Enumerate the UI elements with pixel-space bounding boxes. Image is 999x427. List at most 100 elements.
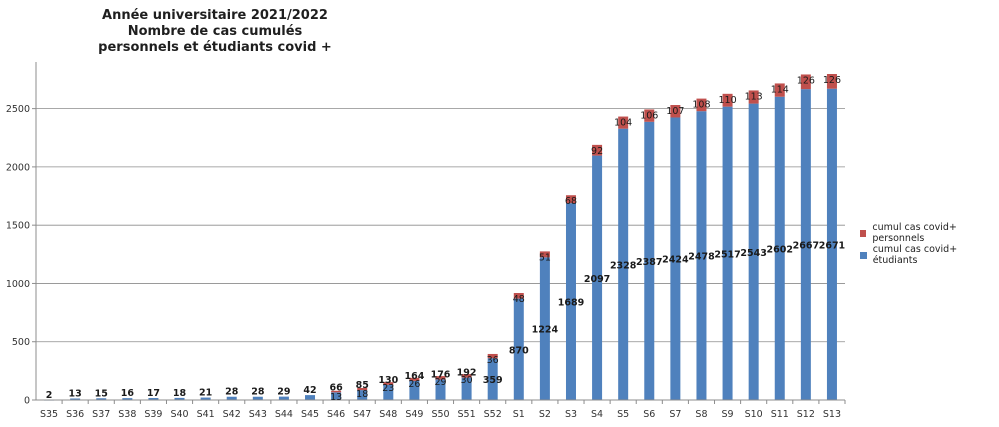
bar-etudiants [278, 396, 289, 400]
x-tick-label: S11 [771, 409, 789, 420]
bar-etudiants [461, 377, 472, 400]
axes: 0 500 1000 1500 2000 2500 S35 S36 S37 S38 S39 S40 S4… [6, 62, 846, 420]
data-label-etudiants: 21 [199, 388, 212, 399]
bar-etudiants [644, 121, 655, 401]
y-tick-label: 2000 [6, 162, 30, 173]
data-label-etudiants: 2602 [767, 244, 793, 255]
x-tick-label: S9 [722, 409, 734, 420]
x-tick-label: S1 [513, 409, 525, 420]
data-label-etudiants: 29 [277, 387, 290, 398]
gridlines [36, 108, 845, 343]
data-label-etudiants: 42 [303, 385, 316, 396]
data-label-personnels: 110 [718, 95, 736, 106]
x-tick-label: S41 [197, 409, 215, 420]
data-label-etudiants: 176 [431, 369, 451, 380]
bar-personnels [409, 377, 420, 381]
data-labels: 2 13 15 16 17 18 21 28 28 29 42 6613851813023164261… [46, 75, 845, 403]
x-tick-label: S51 [458, 409, 476, 420]
bar-etudiants [670, 117, 681, 400]
x-tick-label: S5 [617, 409, 629, 420]
x-tick-label: S4 [591, 409, 603, 420]
data-label-etudiants: 2328 [610, 260, 637, 271]
bar-etudiants [513, 298, 524, 400]
data-label-etudiants: 2 [46, 390, 53, 401]
data-label-personnels: 18 [356, 389, 368, 400]
bar-personnels [435, 376, 446, 380]
x-tick-label: S38 [118, 409, 136, 420]
bar-personnels [748, 90, 759, 104]
bar-etudiants [383, 384, 394, 400]
y-tick-label: 1500 [6, 221, 30, 232]
x-tick-label: S42 [223, 409, 241, 420]
legend-swatch-etudiants [860, 251, 867, 259]
data-label-etudiants: 2387 [636, 257, 662, 268]
bar-etudiants [148, 398, 159, 400]
legend-label-personnels: cumul cas covid+ personnels [872, 222, 957, 244]
bar-personnels [513, 293, 524, 299]
y-tick-label: 500 [12, 337, 30, 348]
data-label-personnels: 29 [434, 377, 446, 388]
bar-etudiants [174, 397, 185, 400]
data-label-etudiants: 2517 [714, 249, 740, 260]
x-tick-label: S12 [797, 409, 815, 420]
data-label-etudiants: 16 [121, 388, 135, 399]
y-tick-label: 0 [24, 396, 30, 407]
bar-personnels [461, 374, 472, 378]
legend-item-etudiants: cumul cas covid+ étudiants [860, 244, 999, 266]
bar-etudiants [200, 397, 211, 400]
bar-etudiants [435, 379, 446, 400]
legend-item-personnels: cumul cas covid+ personnels [860, 222, 999, 244]
data-label-personnels: 68 [565, 196, 577, 207]
data-label-etudiants: 2543 [740, 248, 766, 259]
bar-etudiants [826, 88, 837, 401]
x-tick-label: S49 [405, 409, 423, 420]
bar-etudiants [226, 396, 237, 400]
x-tick-label: S36 [66, 409, 84, 420]
chart-title-line-2: Nombre de cas cumulés [127, 24, 303, 39]
x-tick-label: S40 [170, 409, 188, 420]
data-label-etudiants: 164 [404, 371, 424, 382]
x-tick-label: S35 [40, 409, 58, 420]
bar-etudiants [696, 111, 707, 401]
x-tick-label: S10 [745, 409, 763, 420]
legend: cumul cas covid+ personnels cumul cas co… [860, 222, 999, 266]
chart-title-line-1: Année universitaire 2021/2022 [102, 8, 328, 23]
bar-etudiants [357, 390, 368, 400]
data-label-etudiants: 2671 [819, 240, 845, 251]
bar-etudiants [592, 155, 603, 400]
data-label-personnels: 23 [382, 383, 394, 394]
data-label-personnels: 107 [666, 106, 684, 117]
x-tick-label: S13 [823, 409, 841, 420]
data-label-etudiants: 1689 [558, 298, 584, 309]
bar-etudiants [409, 380, 420, 400]
bar-series [44, 74, 837, 401]
data-label-etudiants: 66 [329, 382, 343, 393]
data-label-personnels: 26 [408, 379, 420, 390]
data-label-etudiants: 870 [509, 345, 529, 356]
data-label-etudiants: 18 [173, 388, 187, 399]
bar-etudiants [748, 103, 759, 401]
x-tick-label: S48 [379, 409, 397, 420]
bar-personnels [696, 98, 707, 112]
bar-personnels [383, 382, 394, 385]
data-label-etudiants: 28 [225, 387, 239, 398]
data-label-personnels: 104 [614, 118, 632, 129]
bar-etudiants [774, 96, 785, 400]
bar-personnels [644, 109, 655, 122]
data-label-personnels: 108 [692, 100, 710, 111]
data-label-etudiants: 17 [147, 388, 160, 399]
y-tick-label: 2500 [6, 104, 30, 115]
legend-label-etudiants: cumul cas covid+ étudiants [872, 244, 958, 266]
data-label-personnels: 126 [797, 75, 815, 86]
data-label-etudiants: 130 [378, 375, 398, 386]
bar-personnels [826, 74, 837, 89]
x-tick-label: S47 [353, 409, 371, 420]
x-tick-label: S45 [301, 409, 319, 420]
data-label-personnels: 51 [539, 252, 551, 263]
x-tick-label: S44 [275, 409, 293, 420]
data-label-personnels: 113 [745, 91, 763, 102]
data-label-etudiants: 85 [356, 380, 369, 391]
y-tick-label: 1000 [6, 279, 30, 290]
x-tick-label: S8 [695, 409, 707, 420]
x-tick-label: S2 [539, 409, 551, 420]
